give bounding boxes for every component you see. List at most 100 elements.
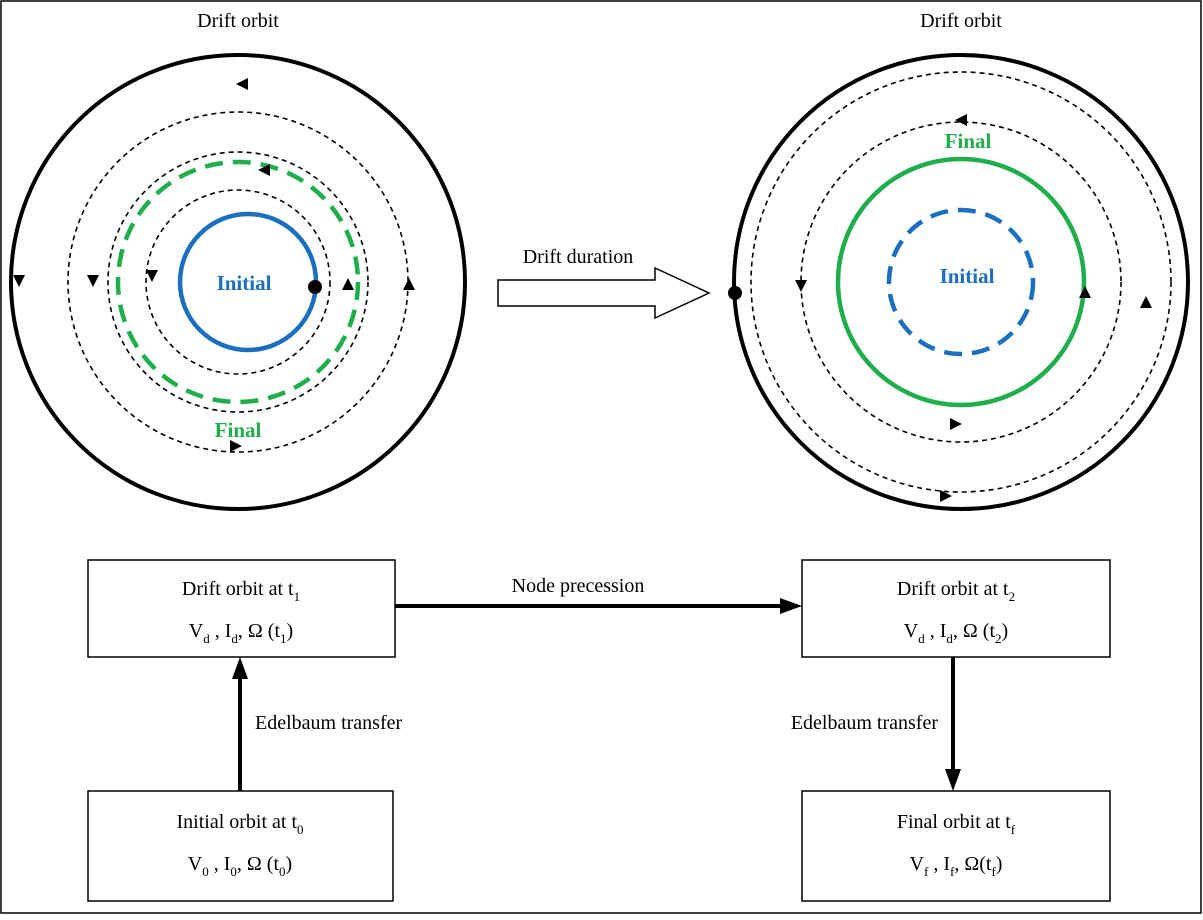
right-arrow-right-outer xyxy=(1140,296,1152,308)
box-final-orbit-tf-frame xyxy=(801,790,1111,902)
right-spiral-track-outer xyxy=(750,71,1172,493)
box-final-tf-v-sub: f xyxy=(924,864,929,879)
box-drift-t2-i: I xyxy=(940,620,947,642)
box-drift-t2-omega-sub: 2 xyxy=(995,631,1002,646)
box-drift-t2-i-sub: d xyxy=(946,631,953,646)
box-drift-t1-omega-sub: 1 xyxy=(280,631,287,646)
left-drift-orbit-title: Drift orbit xyxy=(197,10,279,32)
left-final-label: Final xyxy=(215,418,262,442)
box-drift-t2-v: V xyxy=(904,620,919,642)
box-initial-t0-omega-sub: 0 xyxy=(279,864,286,879)
drift-duration-arrow xyxy=(497,266,711,320)
left-spiral-track-inner xyxy=(145,189,331,375)
box-final-tf-omega-sub: f xyxy=(991,864,996,879)
box-initial-t0-i-sub: 0 xyxy=(230,864,237,879)
box-drift-t2-close: ) xyxy=(1002,620,1009,642)
box-drift-t1-i-sub: d xyxy=(231,631,238,646)
right-orbit-panel: Drift orbit Final Initial xyxy=(728,10,1190,511)
right-drift-orbit-title: Drift orbit xyxy=(920,10,1002,32)
box-final-tf-i: I xyxy=(943,853,950,875)
node-precession-arrowhead xyxy=(780,598,802,614)
left-transfer-point-dot xyxy=(308,280,322,294)
box-initial-t0-title-sub: 0 xyxy=(297,822,304,837)
box-drift-orbit-t1-frame xyxy=(87,559,396,658)
edelbaum-left-label: Edelbaum transfer xyxy=(255,712,402,734)
left-arrow-bottom xyxy=(230,440,242,452)
left-initial-label: Initial xyxy=(217,271,272,295)
box-final-tf-v: V xyxy=(910,853,925,875)
edge-edelbaum-left: Edelbaum transfer xyxy=(232,657,402,791)
box-final-tf-line2: Vf , If, Ω(tf) xyxy=(910,853,1003,879)
box-drift-t1-line1: Drift orbit at t1 xyxy=(182,578,300,604)
box-drift-t1-omega: Ω (t xyxy=(248,620,281,642)
box-drift-t2-title-sub: 2 xyxy=(1009,589,1016,604)
box-initial-t0-line2: V0 , I0, Ω (t0) xyxy=(188,853,292,879)
left-final-orbit xyxy=(115,159,361,405)
edelbaum-right-label: Edelbaum transfer xyxy=(791,712,938,734)
edelbaum-left-arrowhead xyxy=(232,657,248,679)
right-spiral-track-inner xyxy=(800,121,1122,443)
right-transfer-point-dot xyxy=(728,286,742,300)
box-drift-t1-v: V xyxy=(189,620,204,642)
left-arrow-left-inner xyxy=(146,270,158,282)
box-initial-t0-v-sub: 0 xyxy=(202,864,209,879)
left-orbit-panel: Drift orbit Initial Final xyxy=(9,10,467,511)
box-initial-t0-title: Initial orbit at t xyxy=(176,811,297,833)
box-drift-t1-line2: Vd , Id, Ω (t1) xyxy=(189,620,293,646)
right-initial-label: Initial xyxy=(940,264,995,288)
box-drift-t2-title: Drift orbit at t xyxy=(897,578,1009,600)
box-initial-t0-v: V xyxy=(188,853,203,875)
box-final-tf-title: Final orbit at t xyxy=(897,811,1011,833)
edelbaum-right-arrowhead xyxy=(945,769,961,791)
right-drift-orbit-circle xyxy=(732,53,1190,511)
box-initial-orbit-t0-frame xyxy=(87,790,394,902)
box-final-tf-omega: Ω(t xyxy=(964,853,992,875)
box-initial-orbit-t0: Initial orbit at t0 V0 , I0, Ω (t0) xyxy=(87,790,394,902)
edge-edelbaum-right: Edelbaum transfer xyxy=(791,657,961,791)
left-arrow-right-inner xyxy=(342,278,354,290)
box-drift-t2-line1: Drift orbit at t2 xyxy=(897,578,1015,604)
box-drift-t2-v-sub: d xyxy=(918,631,925,646)
box-final-tf-close: ) xyxy=(996,853,1003,875)
box-final-tf-title-sub: f xyxy=(1011,822,1016,837)
drift-duration-group: Drift duration xyxy=(497,246,711,320)
left-arrow-drift-orbit xyxy=(13,275,25,287)
node-precession-label: Node precession xyxy=(512,575,645,597)
box-drift-t1-v-sub: d xyxy=(203,631,210,646)
right-final-label: Final xyxy=(945,129,992,153)
left-arrow-top-inner xyxy=(258,164,270,176)
box-final-tf-line1: Final orbit at tf xyxy=(897,811,1016,837)
box-final-tf-i-sub: f xyxy=(950,864,955,879)
box-drift-t2-line2: Vd , Id, Ω (t2) xyxy=(904,620,1008,646)
left-spiral-track-middle xyxy=(107,151,369,413)
box-drift-t1-title: Drift orbit at t xyxy=(182,578,294,600)
left-drift-orbit-circle xyxy=(9,53,467,511)
box-drift-orbit-t2-frame xyxy=(801,559,1111,658)
box-initial-t0-omega: Ω (t xyxy=(247,853,280,875)
box-drift-orbit-t1: Drift orbit at t1 Vd , Id, Ω (t1) xyxy=(87,559,396,658)
box-initial-t0-close: ) xyxy=(286,853,293,875)
left-arrow-right-outer xyxy=(403,278,415,290)
box-initial-t0-i: I xyxy=(224,853,231,875)
box-final-orbit-tf: Final orbit at tf Vf , If, Ω(tf) xyxy=(801,790,1111,902)
edge-node-precession: Node precession xyxy=(395,575,802,614)
box-drift-t1-close: ) xyxy=(287,620,294,642)
box-drift-t1-i: I xyxy=(225,620,232,642)
right-arrow-bottom-inner xyxy=(950,418,962,430)
right-arrow-top xyxy=(955,114,967,126)
right-arrow-right-inner xyxy=(1079,286,1091,298)
left-arrow-top-outer xyxy=(236,78,248,90)
right-arrow-left xyxy=(795,280,807,292)
box-drift-t1-title-sub: 1 xyxy=(294,589,301,604)
right-initial-orbit xyxy=(886,207,1036,357)
left-arrow-left-outer xyxy=(87,275,99,287)
right-arrow-bottom-outer xyxy=(940,490,952,502)
drift-duration-label: Drift duration xyxy=(523,246,634,268)
box-initial-t0-line1: Initial orbit at t0 xyxy=(176,811,303,837)
right-final-orbit xyxy=(835,156,1087,408)
box-drift-t2-omega: Ω (t xyxy=(963,620,996,642)
box-drift-orbit-t2: Drift orbit at t2 Vd , Id, Ω (t2) xyxy=(801,559,1111,658)
